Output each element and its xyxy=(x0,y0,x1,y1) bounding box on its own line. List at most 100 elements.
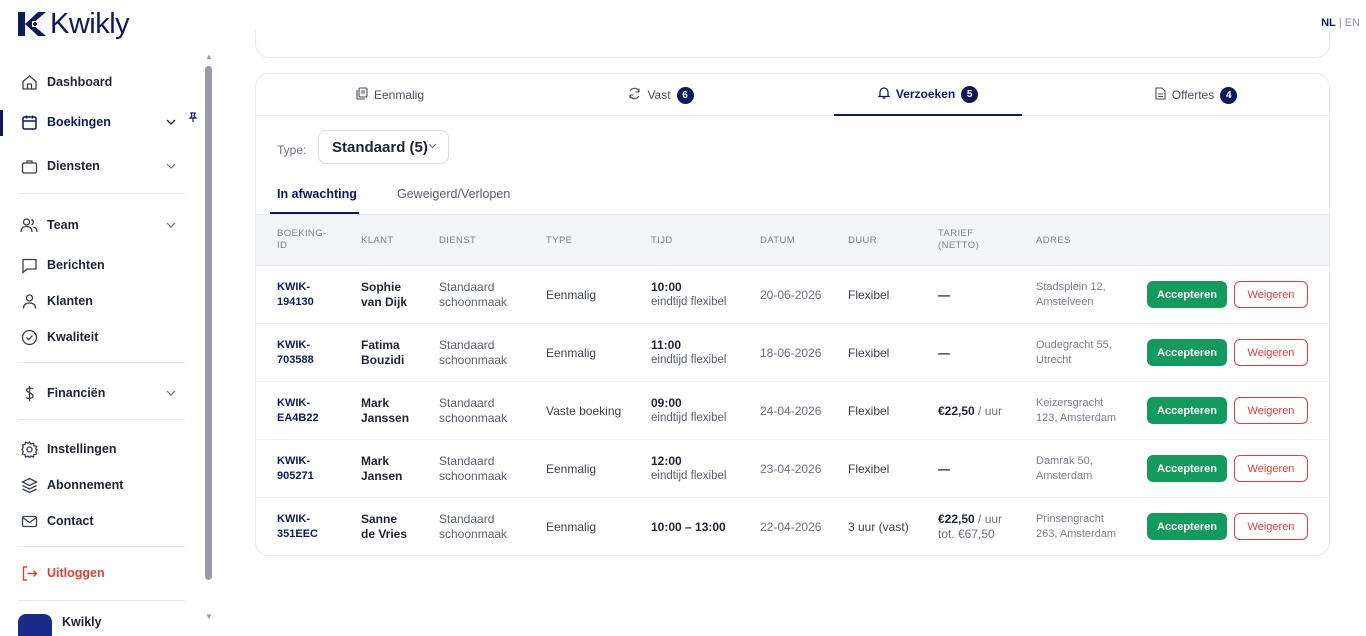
sidebar-item-diensten[interactable]: Diensten xyxy=(0,148,200,184)
kwikly-logo-icon xyxy=(18,12,46,36)
sidebar-item-contact[interactable]: Contact xyxy=(0,503,200,539)
booking-id-link[interactable]: KWIK- 351EEC xyxy=(277,512,318,542)
header-type[interactable]: TYPE xyxy=(546,235,573,246)
count-badge: 5 xyxy=(961,85,979,103)
client-last-name: de Vries xyxy=(361,527,408,541)
booking-id-link[interactable]: KWIK- EA4B22 xyxy=(277,396,319,426)
booking-duration: Flexibel xyxy=(848,288,890,302)
tab-offertes[interactable]: Offertes 4 xyxy=(1102,74,1290,116)
booking-id-link[interactable]: KWIK- 194130 xyxy=(277,280,314,310)
sidebar-item-boekingen[interactable]: Boekingen xyxy=(0,104,200,140)
accept-button[interactable]: Accepteren xyxy=(1147,339,1227,366)
tab-eenmalig[interactable]: Eenmalig xyxy=(296,74,484,116)
address-line1: Prinsengracht xyxy=(1036,513,1104,525)
reject-button[interactable]: Weigeren xyxy=(1234,397,1308,424)
avatar[interactable] xyxy=(18,614,52,636)
booking-date: 22-04-2026 xyxy=(760,520,822,534)
rate-total: tot. €67,50 xyxy=(938,527,995,541)
chevron-down-icon[interactable] xyxy=(166,387,176,399)
sidebar-item-dashboard[interactable]: Dashboard xyxy=(0,64,200,100)
header-klant[interactable]: KLANT xyxy=(361,235,394,246)
address-line1: Oudegracht 55, xyxy=(1036,339,1112,351)
tab-verzoeken[interactable]: Verzoeken 5 xyxy=(834,74,1022,116)
subtab-in-afwachting[interactable]: In afwachting xyxy=(277,187,357,201)
booking-time: 10:00 – 13:00 xyxy=(651,520,726,535)
accept-button[interactable]: Accepteren xyxy=(1147,455,1227,482)
accept-button[interactable]: Accepteren xyxy=(1147,397,1227,424)
rate-unit: / uur xyxy=(974,512,1003,526)
chevron-down-icon[interactable] xyxy=(166,219,176,231)
service-name: Standaard schoonmaak xyxy=(439,280,507,310)
header-tarief[interactable]: TARIEF (NETTO) xyxy=(938,228,979,252)
reject-button[interactable]: Weigeren xyxy=(1234,455,1308,482)
rate-amount: — xyxy=(938,288,950,302)
booking-id-link[interactable]: KWIK- 905271 xyxy=(277,454,314,484)
scroll-down-icon[interactable]: ▼ xyxy=(205,612,213,621)
count-badge: 6 xyxy=(676,86,694,104)
booking-time: 11:00 eindtijd flexibel xyxy=(651,338,726,368)
language-en[interactable]: EN xyxy=(1344,17,1360,29)
language-nl[interactable]: NL xyxy=(1321,17,1336,29)
sidebar-item-instellingen[interactable]: Instellingen xyxy=(0,431,200,467)
sidebar-item-label: Klanten xyxy=(47,294,93,308)
sidebar-item-label: Diensten xyxy=(47,159,100,173)
subtab-geweigerd-verlopen[interactable]: Geweigerd/Verlopen xyxy=(397,187,511,201)
tab-label: Offertes xyxy=(1171,88,1215,102)
sidebar-divider xyxy=(18,419,185,420)
type-filter-label: Type: xyxy=(277,143,307,157)
booking-id-link[interactable]: KWIK- 703588 xyxy=(277,338,314,368)
header-tijd[interactable]: TIJD xyxy=(651,235,673,246)
sidebar-item-financien[interactable]: Financiën xyxy=(0,375,200,411)
accept-button[interactable]: Accepteren xyxy=(1147,513,1227,540)
sidebar: Dashboard Boekingen Diensten Team xyxy=(0,48,218,625)
sidebar-item-klanten[interactable]: Klanten xyxy=(0,283,200,319)
booking-duration: Flexibel xyxy=(848,404,890,418)
sidebar-item-uitloggen[interactable]: Uitloggen xyxy=(0,555,200,591)
client-first-name: Sanne xyxy=(361,512,398,526)
sidebar-divider xyxy=(18,193,185,194)
booking-duration: Flexibel xyxy=(848,462,890,476)
booking-type: Eenmalig xyxy=(546,462,597,476)
booking-address: Keizersgracht 123, Amsterdam xyxy=(1036,396,1116,426)
booking-id-prefix: KWIK- xyxy=(277,455,310,467)
sidebar-item-label: Dashboard xyxy=(47,75,113,89)
header-boeking-id[interactable]: BOEKING- ID xyxy=(277,228,327,252)
chevron-down-icon xyxy=(428,141,437,152)
service-line2: schoonmaak xyxy=(439,469,508,483)
reject-button[interactable]: Weigeren xyxy=(1234,339,1308,366)
service-line2: schoonmaak xyxy=(439,411,508,425)
type-select[interactable]: Standaard (5) xyxy=(318,130,449,164)
time-start: 12:00 xyxy=(651,454,682,468)
booking-time: 09:00 eindtijd flexibel xyxy=(651,396,726,426)
sidebar-scrollbar[interactable] xyxy=(205,66,212,580)
chevron-down-icon[interactable] xyxy=(166,116,176,128)
scroll-up-icon[interactable]: ▲ xyxy=(205,52,213,61)
chevron-down-icon[interactable] xyxy=(166,160,176,172)
address-line1: Stadsplein 12, xyxy=(1036,281,1106,293)
address-line2: Amsterdam xyxy=(1036,470,1093,482)
address-line2: Amstelveen xyxy=(1036,296,1094,308)
booking-address: Oudegracht 55, Utrecht xyxy=(1036,338,1112,368)
tab-vast[interactable]: Vast 6 xyxy=(567,74,755,116)
header-datum[interactable]: DATUM xyxy=(760,235,796,246)
booking-time: 12:00 eindtijd flexibel xyxy=(651,454,726,484)
accept-button[interactable]: Accepteren xyxy=(1147,281,1227,308)
sidebar-item-berichten[interactable]: Berichten xyxy=(0,247,200,283)
language-switcher[interactable]: NL | EN xyxy=(1321,17,1360,29)
team-icon xyxy=(20,216,38,234)
table-row: KWIK- 703588 Fatima Bouzidi Standaard schoonm… xyxy=(256,324,1329,382)
reject-button[interactable]: Weigeren xyxy=(1234,513,1308,540)
header-dienst[interactable]: DIENST xyxy=(439,235,477,246)
sidebar-item-abonnement[interactable]: Abonnement xyxy=(0,467,200,503)
header-duur[interactable]: DUUR xyxy=(848,235,878,246)
logo[interactable]: Kwikly xyxy=(18,8,130,40)
pin-icon[interactable] xyxy=(188,112,198,126)
sidebar-item-team[interactable]: Team xyxy=(0,207,200,243)
sidebar-item-kwaliteit[interactable]: Kwaliteit xyxy=(0,319,200,355)
header-adres[interactable]: ADRES xyxy=(1036,235,1071,246)
time-end-note: eindtijd flexibel xyxy=(651,354,727,366)
table-row: KWIK- 351EEC Sanne de Vries Standaard schoonm… xyxy=(256,498,1329,555)
reject-button[interactable]: Weigeren xyxy=(1234,281,1308,308)
sidebar-item-label: Financiën xyxy=(47,386,106,400)
client-first-name: Mark xyxy=(361,396,390,410)
